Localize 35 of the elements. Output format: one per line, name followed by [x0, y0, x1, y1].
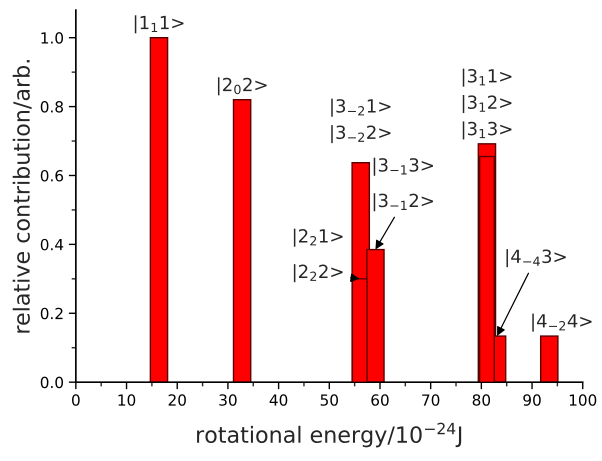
y-tick-label: 0.0	[40, 376, 64, 388]
x-tick-label: 30	[219, 394, 237, 406]
x-tick-label: 70	[422, 394, 440, 406]
bar	[540, 335, 559, 382]
y-tick-label: 0.6	[40, 170, 64, 182]
bar	[232, 99, 252, 382]
bar	[150, 37, 168, 382]
annotation: |1$_{1}$1>	[134, 15, 184, 34]
x-tick-label: 20	[168, 394, 186, 406]
annotation: |3$_{−2}$1>	[331, 98, 391, 117]
x-tick-label: 90	[523, 394, 541, 406]
annotation: |2$_{2}$2>	[294, 264, 343, 282]
annotation: |2$_{2}$1>	[294, 228, 343, 247]
y-tick-label: 1.0	[41, 32, 64, 44]
annotation: |2$_{0}$2>	[218, 77, 267, 96]
x-tick-label: 100	[570, 394, 596, 406]
y-tick-label: 0.2	[40, 308, 63, 320]
annotation: |3$_{1}$1>	[462, 68, 512, 87]
x-axis-title: rotational energy/10$^{−24}$J	[197, 422, 462, 448]
x-tick-label: 10	[118, 394, 136, 406]
x-tick-label: 40	[270, 394, 288, 406]
y-tick-label: 0.4	[40, 238, 64, 250]
annotation: |3$_{−1}$2>	[374, 193, 433, 212]
y-tick-label: 0.8	[40, 101, 63, 113]
x-tick-label: 80	[472, 394, 490, 406]
x-tick-label: 60	[371, 394, 389, 406]
annotation: |3$_{1}$2>	[462, 95, 512, 114]
x-tick-label: 0	[72, 394, 80, 406]
annotation: |3$_{−2}$2>	[331, 125, 391, 144]
annotation: |4$_{−4}$3>	[506, 249, 566, 268]
annotation: |3$_{−1}$3>	[374, 158, 433, 176]
annotation: |3$_{1}$3>	[462, 121, 512, 140]
x-tick-label: 50	[320, 394, 338, 406]
annotation: |4$_{−2}$4>	[532, 314, 592, 332]
y-axis-title: relative contribution/arb.	[12, 60, 32, 333]
